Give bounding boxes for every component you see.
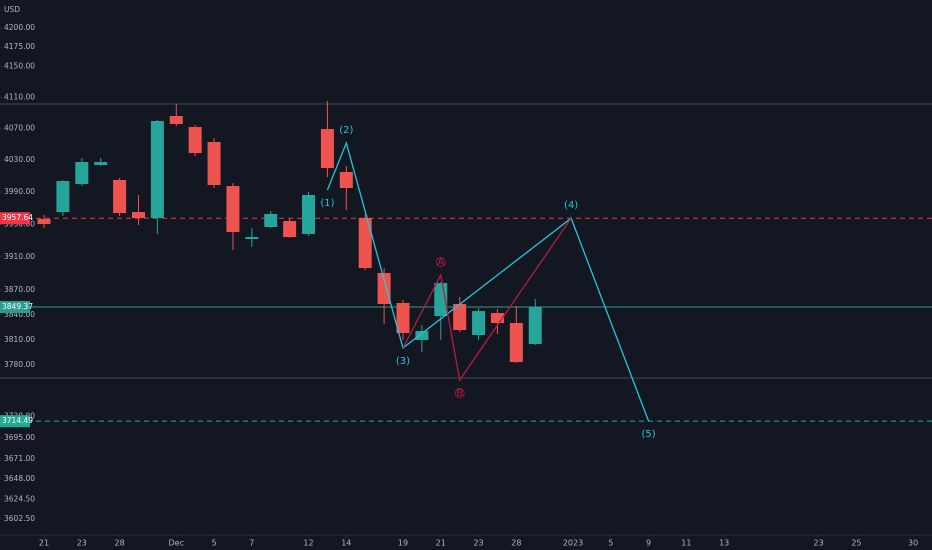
candle-body — [509, 322, 523, 362]
candle-body — [302, 194, 316, 234]
x-tick-label: 28 — [511, 539, 521, 548]
y-tick-label: 4070.00 — [4, 124, 35, 133]
x-tick-label: 5 — [212, 539, 217, 548]
y-tick-label: 3870.00 — [4, 285, 35, 294]
wave-label: (3) — [396, 356, 410, 367]
candle-body — [75, 161, 89, 184]
candle-body — [169, 115, 183, 124]
price-tag-label: 3714.49 — [2, 416, 33, 425]
candle-body — [131, 212, 145, 219]
y-tick-label: 3780.00 — [4, 360, 35, 369]
wave-label: B — [456, 388, 463, 399]
price-tag-label: 3849.37 — [2, 302, 33, 311]
candle-body — [56, 181, 70, 213]
candle-body — [37, 218, 51, 225]
wave-line — [402, 217, 572, 382]
x-tick-label: 21 — [436, 539, 446, 548]
x-tick-label: 28 — [115, 539, 125, 548]
y-tick-label: 3648.00 — [4, 474, 35, 483]
candle-body — [283, 221, 297, 237]
candle-body — [245, 236, 259, 240]
wave-label: (1) — [320, 198, 334, 209]
price-tag — [0, 301, 30, 314]
candle-body — [94, 161, 108, 166]
y-tick-label: 4030.00 — [4, 155, 35, 164]
price-tag-label: 3957.64 — [2, 213, 33, 222]
candle-body — [377, 272, 391, 304]
currency-label: USD — [4, 5, 20, 14]
candle-body — [339, 172, 353, 188]
candle-body — [207, 142, 221, 186]
wave-label-ring — [454, 388, 465, 398]
wave-label: (2) — [339, 125, 353, 136]
x-tick-label: 7 — [249, 539, 254, 548]
x-tick-label: 21 — [39, 539, 49, 548]
candle-body — [453, 303, 467, 331]
x-tick-label: 19 — [398, 539, 408, 548]
wave-label-ring — [435, 257, 446, 267]
y-tick-label: 3990.00 — [4, 187, 35, 196]
y-tick-label: 4175.00 — [4, 42, 35, 51]
y-tick-label: 3810.00 — [4, 335, 35, 344]
price-tag — [0, 212, 30, 225]
y-tick-label: 3671.00 — [4, 454, 35, 463]
x-tick-label: 25 — [851, 539, 861, 548]
y-tick-label: 3602.50 — [4, 514, 35, 523]
x-tick-label: 14 — [341, 539, 351, 548]
candle-body — [320, 129, 334, 169]
x-tick-label: 12 — [303, 539, 313, 548]
x-tick-label: 5 — [608, 539, 613, 548]
wave-label: (4) — [564, 200, 578, 211]
candle-body — [226, 185, 240, 233]
x-tick-label: 13 — [719, 539, 729, 548]
x-tick-label: 23 — [473, 539, 483, 548]
x-tick-label: 30 — [908, 539, 918, 548]
y-tick-label: 3840.00 — [4, 310, 35, 319]
x-tick-label: 9 — [646, 539, 651, 548]
wave-label: (5) — [642, 429, 656, 440]
y-tick-label: 3624.50 — [4, 495, 35, 504]
candle-body — [264, 213, 278, 228]
candle-body — [188, 127, 202, 154]
y-tick-label: 4200.00 — [4, 23, 35, 32]
y-tick-label: 4150.00 — [4, 61, 35, 70]
wave-label: A — [437, 257, 444, 268]
candle-body — [528, 307, 542, 345]
x-tick-label: 2023 — [563, 539, 583, 548]
candle-body — [415, 331, 429, 340]
candle-body — [150, 121, 164, 219]
y-tick-label: 3695.00 — [4, 433, 35, 442]
candle-body — [358, 218, 372, 268]
x-tick-label: 11 — [681, 539, 691, 548]
price-tag — [0, 415, 30, 428]
candle-body — [472, 311, 486, 336]
x-tick-label: 23 — [77, 539, 87, 548]
x-tick-label: Dec — [169, 539, 184, 548]
candle-body — [396, 302, 410, 334]
candle-body — [490, 313, 504, 323]
y-tick-label: 3910.00 — [4, 252, 35, 261]
y-tick-label: 4110.00 — [4, 92, 35, 101]
x-tick-label: 23 — [814, 539, 824, 548]
candle-body — [113, 179, 127, 214]
